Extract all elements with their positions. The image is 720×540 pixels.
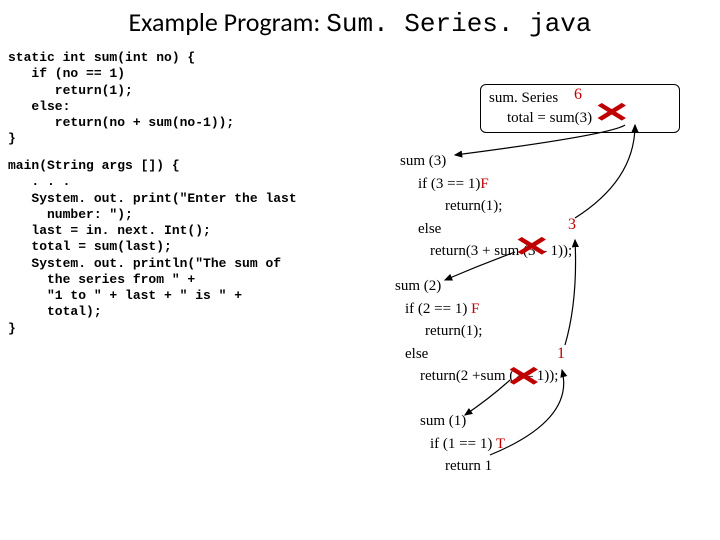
sum2-if: if (2 == 1): [405, 301, 471, 317]
value-3: 3: [568, 216, 576, 234]
sum3-false: F: [480, 176, 488, 192]
sum1-true: T: [496, 436, 505, 452]
sum3-if: if (3 == 1): [418, 176, 480, 192]
code-sum-function: static int sum(int no) { if (no == 1) re…: [8, 50, 234, 148]
trace-sum1: sum (1) if (1 == 1) T return 1: [420, 410, 505, 478]
box1-line2: total = sum(3): [507, 110, 592, 126]
sum1-call: sum (1): [420, 410, 505, 433]
sum2-ret1: return(1);: [395, 320, 558, 343]
cross-icon-1: ✕: [593, 96, 631, 130]
sum1-ret: return 1: [420, 455, 505, 478]
cross-icon-3: ✕: [505, 360, 543, 394]
code-main-function: main(String args []) { . . . System. out…: [8, 158, 297, 337]
sum2-call: sum (2): [395, 275, 558, 298]
sum2-false: F: [471, 301, 479, 317]
sum3-ret1: return(1);: [400, 195, 572, 218]
sum3-call: sum (3): [400, 150, 572, 173]
box1-line1: sum. Series: [489, 90, 558, 106]
value-1: 1: [557, 345, 565, 363]
title-prefix: Example Program:: [128, 6, 326, 38]
slide-title: Example Program: Sum. Series. java: [0, 0, 720, 39]
title-mono: Sum. Series. java: [326, 9, 591, 39]
cross-icon-2: ✕: [513, 230, 551, 264]
value-6: 6: [574, 86, 582, 104]
sum1-if: if (1 == 1): [430, 436, 496, 452]
